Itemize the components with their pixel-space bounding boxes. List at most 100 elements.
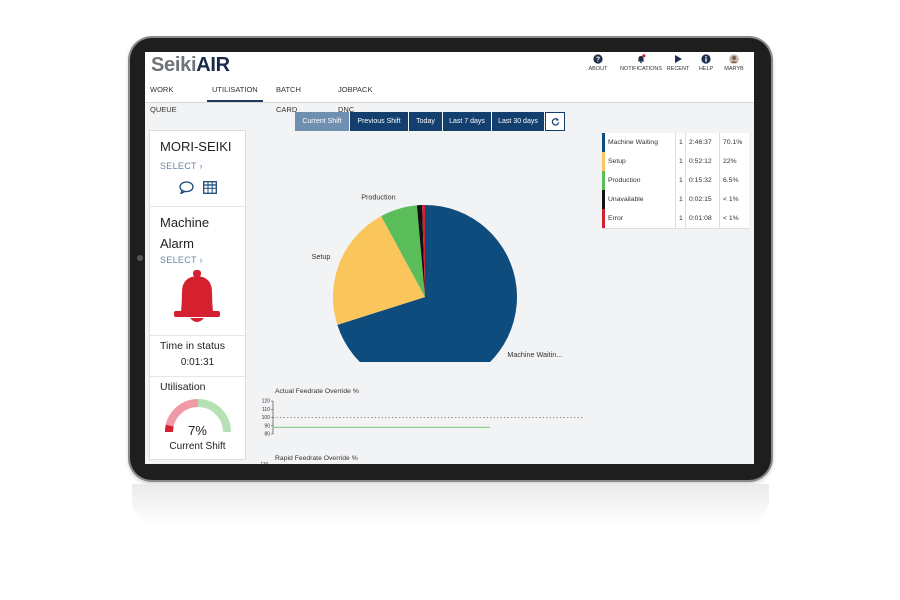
recent-button[interactable]: RECENT: [658, 54, 698, 72]
legend-duration: 0:02:15: [689, 196, 712, 203]
about-button[interactable]: ? ABOUT: [578, 54, 618, 72]
chat-icon[interactable]: [179, 181, 194, 194]
legend-divider: [675, 171, 676, 190]
machine-name: MORI-SEIKI: [160, 139, 232, 154]
notifications-button[interactable]: NOTIFICATIONS: [618, 54, 664, 72]
legend-divider: [675, 152, 676, 171]
pie-slice-production[interactable]: [381, 205, 425, 297]
utilisation-value: 7%: [188, 423, 207, 438]
legend-status: Production: [608, 177, 641, 184]
legend-percent: < 1%: [723, 215, 739, 222]
legend-count: 1: [679, 196, 683, 203]
legend-percent: 6.5%: [723, 177, 739, 184]
refresh-button[interactable]: [545, 112, 565, 131]
table-icon[interactable]: [203, 181, 217, 194]
pie-label-setup: Setup: [312, 252, 331, 261]
legend-divider: [685, 152, 686, 171]
play-icon: [675, 55, 682, 63]
legend-duration: 0:52:12: [689, 158, 712, 165]
feedrate-charts: Actual Feedrate Override % 120 110 100 90 80…: [260, 388, 583, 464]
legend-divider: [675, 190, 676, 209]
pie-slice-unavailable[interactable]: [416, 205, 425, 297]
legend-swatch: [602, 171, 605, 190]
feedrate-ytick-label: 80: [264, 432, 270, 438]
legend-row-unavailable[interactable]: Unavailable 1 0:02:15 < 1%: [602, 190, 749, 210]
machine-status-card: MORI-SEIKI SELECT › Machine Alarm SELECT…: [149, 130, 246, 460]
legend-swatch: [602, 133, 605, 152]
pie-slice-setup[interactable]: [333, 216, 425, 325]
legend-status: Error: [608, 215, 624, 222]
filter-previous-shift[interactable]: Previous Shift: [350, 112, 408, 131]
legend-divider: [719, 133, 720, 152]
app-screen: SeikiAIR WORK QUEUE UTILISATION BATCH CA…: [145, 52, 754, 464]
info-circle-icon: [701, 54, 711, 64]
pie-label-production: Production: [361, 192, 395, 201]
utilisation-gauge: [165, 399, 231, 433]
time-in-status-value: 0:01:31: [180, 357, 215, 368]
legend-row-error[interactable]: Error 1 0:01:08 < 1%: [602, 209, 749, 229]
pie-slice-machine-waiting[interactable]: [337, 205, 517, 362]
tablet-camera: [137, 255, 143, 261]
time-in-status-section: Time in status 0:01:31: [150, 336, 245, 377]
refresh-icon: [551, 117, 559, 126]
legend-divider: [685, 209, 686, 228]
legend-divider: [685, 133, 686, 152]
tab-jobpack-dnc[interactable]: JOBPACK DNC: [338, 85, 373, 114]
legend-status: Machine Waiting: [608, 139, 658, 146]
pie-slice-error[interactable]: [422, 205, 425, 297]
feedrate-ytick-label: 90: [264, 423, 270, 429]
legend-count: 1: [679, 158, 683, 165]
rapid-chart-title: Rapid Feedrate Override %: [275, 455, 358, 462]
filter-current-shift[interactable]: Current Shift: [295, 112, 349, 131]
legend-percent: 22%: [723, 158, 737, 165]
help-label: HELP: [698, 66, 714, 72]
machine-section: MORI-SEIKI SELECT ›: [150, 131, 245, 207]
status-select-link[interactable]: SELECT ›: [160, 255, 203, 265]
feedrate-chart-title: Actual Feedrate Override %: [275, 388, 359, 395]
legend-row-production[interactable]: Production 1 0:15:32 6.5%: [602, 171, 749, 191]
svg-text:?: ?: [596, 57, 600, 64]
legend-row-machine-waiting[interactable]: Machine Waiting 1 2:46:37 70.1%: [602, 133, 749, 153]
legend-row-setup[interactable]: Setup 1 0:52:12 22%: [602, 152, 749, 172]
status-section: Machine Alarm SELECT ›: [150, 207, 245, 336]
legend-status: Setup: [608, 158, 626, 165]
legend-divider: [719, 190, 720, 209]
bell-icon: [638, 54, 646, 64]
filter-last-7-days[interactable]: Last 7 days: [443, 112, 491, 131]
legend-duration: 0:15:32: [689, 177, 712, 184]
legend-swatch: [602, 209, 605, 228]
rapid-ytick: 120: [260, 461, 268, 464]
legend-divider: [675, 133, 676, 152]
legend-count: 1: [679, 177, 683, 184]
utilisation-caption: Current Shift: [169, 441, 226, 452]
utilisation-section: Utilisation 7% Current Shift: [150, 377, 245, 459]
tab-work-queue[interactable]: WORK QUEUE: [150, 85, 177, 114]
machine-select-link[interactable]: SELECT ›: [160, 161, 203, 171]
user-menu-button[interactable]: MARYB: [714, 54, 754, 72]
feedrate-ytick-label: 120: [262, 399, 271, 405]
status-pie-chart: Machine Waitin... Setup Production: [312, 192, 562, 362]
legend-duration: 2:46:37: [689, 139, 712, 146]
tab-utilisation[interactable]: UTILISATION: [207, 80, 263, 102]
feedrate-ytick-label: 100: [262, 415, 271, 421]
help-button[interactable]: HELP: [686, 54, 726, 72]
filter-today[interactable]: Today: [409, 112, 442, 131]
feedrate-ytick-label: 110: [262, 407, 270, 413]
status-title: Machine Alarm: [160, 215, 210, 251]
tablet-reflection: [132, 484, 769, 526]
header: SeikiAIR WORK QUEUE UTILISATION BATCH CA…: [145, 52, 754, 114]
legend-divider: [685, 190, 686, 209]
legend-swatch: [602, 152, 605, 171]
user-name: MARYB: [724, 66, 744, 72]
filter-last-30-days[interactable]: Last 30 days: [492, 112, 544, 131]
legend-count: 1: [679, 139, 683, 146]
tab-batch-card[interactable]: BATCH CARD: [276, 85, 301, 114]
legend-divider: [719, 209, 720, 228]
notifications-label: NOTIFICATIONS: [619, 66, 663, 72]
app-logo[interactable]: SeikiAIR: [151, 54, 230, 76]
legend-duration: 0:01:08: [689, 215, 712, 222]
legend-percent: < 1%: [723, 196, 739, 203]
alarm-bell-icon: [174, 270, 220, 322]
legend-status: Unavailable: [608, 196, 644, 203]
legend-divider: [685, 171, 686, 190]
